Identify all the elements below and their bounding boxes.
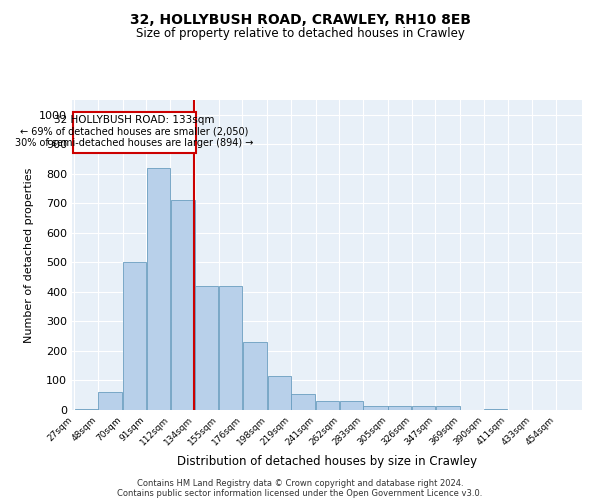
Y-axis label: Number of detached properties: Number of detached properties bbox=[23, 168, 34, 342]
Bar bbox=[268, 376, 290, 410]
X-axis label: Distribution of detached houses by size in Crawley: Distribution of detached houses by size … bbox=[177, 456, 477, 468]
Bar bbox=[340, 401, 363, 410]
FancyBboxPatch shape bbox=[73, 112, 196, 153]
Bar bbox=[388, 406, 411, 410]
Bar bbox=[123, 262, 146, 410]
Text: 32, HOLLYBUSH ROAD, CRAWLEY, RH10 8EB: 32, HOLLYBUSH ROAD, CRAWLEY, RH10 8EB bbox=[130, 12, 470, 26]
Text: Contains HM Land Registry data © Crown copyright and database right 2024.: Contains HM Land Registry data © Crown c… bbox=[137, 478, 463, 488]
Bar bbox=[243, 342, 267, 410]
Bar bbox=[364, 406, 388, 410]
Bar bbox=[170, 200, 194, 410]
Text: 30% of semi-detached houses are larger (894) →: 30% of semi-detached houses are larger (… bbox=[16, 138, 254, 148]
Bar bbox=[98, 392, 122, 410]
Bar bbox=[436, 406, 460, 410]
Text: 32 HOLLYBUSH ROAD: 133sqm: 32 HOLLYBUSH ROAD: 133sqm bbox=[55, 115, 215, 125]
Bar bbox=[74, 408, 98, 410]
Text: Contains public sector information licensed under the Open Government Licence v3: Contains public sector information licen… bbox=[118, 488, 482, 498]
Bar bbox=[147, 168, 170, 410]
Text: ← 69% of detached houses are smaller (2,050): ← 69% of detached houses are smaller (2,… bbox=[20, 126, 249, 136]
Bar bbox=[316, 401, 339, 410]
Bar bbox=[291, 394, 316, 410]
Bar bbox=[412, 406, 435, 410]
Bar bbox=[196, 286, 218, 410]
Text: Size of property relative to detached houses in Crawley: Size of property relative to detached ho… bbox=[136, 28, 464, 40]
Bar bbox=[484, 408, 507, 410]
Bar bbox=[219, 286, 242, 410]
